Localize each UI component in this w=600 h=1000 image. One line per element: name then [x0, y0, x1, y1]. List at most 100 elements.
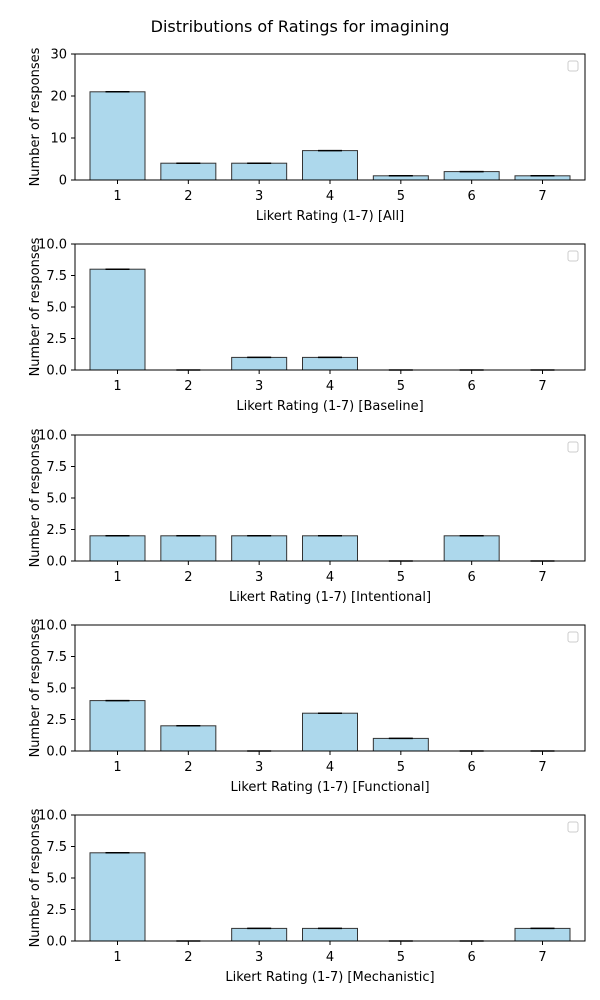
figure-title: Distributions of Ratings for imagining — [150, 17, 450, 36]
x-tick-label: 1 — [113, 189, 121, 204]
subplot-3: 1 2 3 4 5 6 7 0.0 2.5 5.0 7.5 10.0 Likert Rating (1-… — [28, 428, 586, 605]
y-tick-label: 0.0 — [46, 555, 67, 570]
y-tick-label: 7.5 — [46, 269, 67, 284]
x-tick-label: 5 — [397, 760, 405, 775]
x-tick-label: 1 — [113, 950, 121, 965]
x-axis-label: Likert Rating (1-7) [Mechanistic] — [225, 970, 434, 985]
legend-box — [567, 250, 579, 262]
bar — [302, 535, 358, 562]
x-tick-label: 7 — [538, 570, 546, 585]
x-tick-label: 1 — [113, 760, 121, 775]
y-tick-label: 0.0 — [46, 935, 67, 950]
y-axis-label: Number of responses — [28, 618, 43, 757]
bar — [302, 712, 358, 752]
y-tick-label: 2.5 — [46, 903, 67, 918]
x-tick-label: 6 — [468, 760, 476, 775]
y-tick-label: 10.0 — [38, 619, 67, 634]
x-tick-label: 4 — [326, 950, 334, 965]
y-tick-label: 0 — [59, 174, 67, 189]
y-tick-label: 7.5 — [46, 460, 67, 475]
bar — [160, 725, 217, 752]
y-axis-label: Number of responses — [28, 808, 43, 947]
x-axis-label: Likert Rating (1-7) [All] — [256, 209, 404, 224]
y-tick-label: 2.5 — [46, 332, 67, 347]
x-tick-label: 7 — [538, 760, 546, 775]
x-tick-label: 3 — [255, 379, 263, 394]
y-tick-label: 5.0 — [46, 301, 67, 316]
subplot-4: 1 2 3 4 5 6 7 0.0 2.5 5.0 7.5 10.0 Likert Rating (1-… — [28, 618, 586, 795]
subplot-2: 1 2 3 4 5 6 7 0.0 2.5 5.0 7.5 10.0 Likert Rating (1-… — [28, 237, 586, 414]
x-tick-label: 2 — [184, 570, 192, 585]
bar — [443, 171, 500, 181]
subplot-5: 1 2 3 4 5 6 7 0.0 2.5 5.0 7.5 10.0 Likert Rating (1-… — [28, 808, 586, 985]
bar — [89, 852, 146, 942]
x-tick-label: 3 — [255, 760, 263, 775]
y-tick-label: 7.5 — [46, 840, 67, 855]
y-axis-label: Number of responses — [28, 428, 43, 567]
y-tick-label: 20 — [50, 90, 67, 105]
y-tick-label: 7.5 — [46, 650, 67, 665]
legend-box — [567, 821, 579, 833]
x-axis-label: Likert Rating (1-7) [Intentional] — [229, 590, 431, 605]
bar — [231, 356, 288, 371]
y-tick-label: 5.0 — [46, 682, 67, 697]
bar — [89, 535, 146, 562]
y-tick-label: 10.0 — [38, 429, 67, 444]
y-axis-label: Number of responses — [28, 237, 43, 376]
x-tick-label: 2 — [184, 760, 192, 775]
legend-box — [567, 60, 579, 72]
bar — [372, 737, 429, 752]
y-tick-label: 10.0 — [38, 238, 67, 253]
bar — [231, 162, 288, 181]
bar — [89, 268, 146, 371]
x-tick-label: 6 — [468, 189, 476, 204]
bar — [231, 535, 288, 562]
x-axis-label: Likert Rating (1-7) [Baseline] — [236, 399, 423, 414]
y-tick-label: 10 — [50, 132, 67, 147]
x-tick-label: 5 — [397, 379, 405, 394]
y-tick-label: 30 — [50, 48, 67, 63]
x-tick-label: 5 — [397, 950, 405, 965]
axes-frame — [74, 243, 586, 371]
x-tick-label: 7 — [538, 189, 546, 204]
x-tick-label: 7 — [538, 379, 546, 394]
x-tick-label: 3 — [255, 570, 263, 585]
x-tick-label: 4 — [326, 760, 334, 775]
bar — [302, 150, 358, 181]
bar — [514, 927, 571, 942]
y-tick-label: 2.5 — [46, 523, 67, 538]
legend-box — [567, 441, 579, 453]
bar — [160, 535, 217, 562]
bar — [89, 91, 146, 181]
y-tick-label: 0.0 — [46, 364, 67, 379]
subplot-1: 1 2 3 4 5 6 7 0 10 20 30 Likert Rating (1-7) [All] N… — [28, 47, 586, 224]
legend-box — [567, 631, 579, 643]
y-tick-label: 5.0 — [46, 872, 67, 887]
x-tick-label: 1 — [113, 379, 121, 394]
bar — [302, 927, 358, 942]
bar — [160, 162, 217, 181]
x-tick-label: 6 — [468, 570, 476, 585]
x-tick-label: 7 — [538, 950, 546, 965]
y-tick-label: 5.0 — [46, 492, 67, 507]
x-tick-label: 6 — [468, 379, 476, 394]
bar — [302, 356, 358, 371]
x-tick-label: 4 — [326, 189, 334, 204]
bar — [443, 535, 500, 562]
x-tick-label: 2 — [184, 379, 192, 394]
y-tick-label: 10.0 — [38, 809, 67, 824]
x-tick-label: 2 — [184, 950, 192, 965]
x-tick-label: 3 — [255, 950, 263, 965]
y-tick-label: 2.5 — [46, 713, 67, 728]
y-tick-label: 0.0 — [46, 745, 67, 760]
x-tick-label: 5 — [397, 570, 405, 585]
x-tick-label: 2 — [184, 189, 192, 204]
x-axis-label: Likert Rating (1-7) [Functional] — [230, 780, 429, 795]
x-tick-label: 3 — [255, 189, 263, 204]
x-tick-label: 6 — [468, 950, 476, 965]
x-tick-label: 1 — [113, 570, 121, 585]
x-tick-label: 4 — [326, 379, 334, 394]
y-axis-label: Number of responses — [28, 47, 43, 186]
x-tick-label: 4 — [326, 570, 334, 585]
